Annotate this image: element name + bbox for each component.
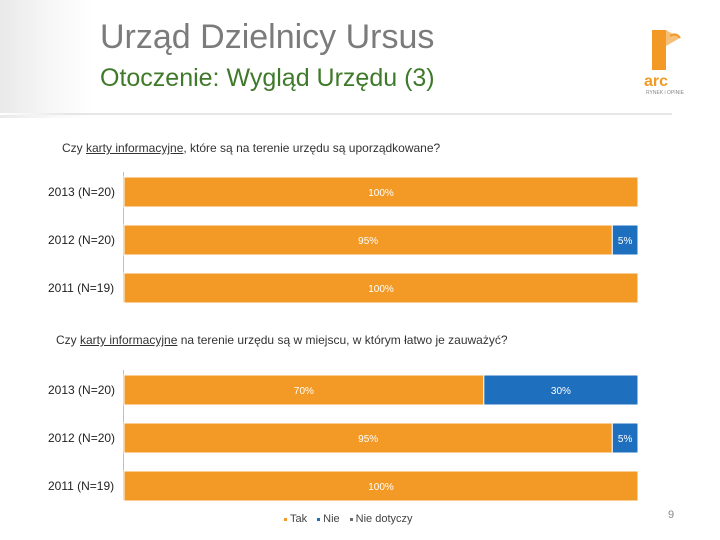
- logo-flag-shape: [666, 30, 680, 46]
- chart2-bar-nie: [611, 422, 639, 454]
- chart1-data-label: 95%: [358, 236, 378, 247]
- page-number: 9: [668, 509, 675, 521]
- legend-item-nie-dotyczy: Nie dotyczy: [349, 513, 413, 525]
- chart2-bar-tak: [123, 470, 639, 502]
- chart1-bar-tak: [123, 176, 639, 208]
- chart2-category-label: 2013 (N=20): [48, 383, 116, 397]
- chart1-bar-tak: [123, 224, 613, 256]
- chart1-data-label: 5%: [618, 236, 633, 247]
- legend-item-nie: Nie: [317, 513, 340, 525]
- chart2-bar-tak: [123, 422, 613, 454]
- chart2-data-label: 100%: [368, 482, 394, 493]
- chart1-data-label: 100%: [368, 188, 394, 199]
- chart1-bar-nie: [611, 224, 639, 256]
- legend-item-tak: Tak: [284, 513, 307, 525]
- question-2-underlined: karty informacyjne: [80, 333, 178, 347]
- logo-tower-shape: [652, 30, 666, 70]
- chart1-bar-tak: [123, 272, 639, 304]
- question-2: Czy karty informacyjne na terenie urzędu…: [56, 333, 508, 347]
- header-decoration: [0, 0, 92, 118]
- chart2-data-label: 95%: [358, 434, 378, 445]
- chart1-category-label: 2011 (N=19): [48, 281, 115, 295]
- legend-swatch-tak: [284, 517, 287, 521]
- legend: Tak Nie Nie dotyczy: [284, 513, 413, 525]
- chart2-data-label: 70%: [294, 386, 314, 397]
- logo-tagline: RYNEK i OPINIE: [646, 90, 685, 96]
- chart2-data-label: 5%: [618, 434, 633, 445]
- chart2-category-label: 2012 (N=20): [48, 431, 116, 445]
- chart1-data-label: 100%: [368, 284, 394, 295]
- question-1-underlined: karty informacyjne: [86, 141, 184, 155]
- chart2-bar-nie: [483, 374, 639, 406]
- chart2-bar-tak: [123, 374, 485, 406]
- legend-swatch-nie: [317, 517, 321, 521]
- legend-swatch-nie-dotyczy: [349, 517, 353, 521]
- logo-flame-shape: [669, 33, 681, 39]
- chart1-category-label: 2012 (N=20): [48, 233, 116, 247]
- logo-text: arc: [644, 73, 668, 90]
- chart1-category-label: 2013 (N=20): [48, 185, 116, 199]
- header-divider: [0, 113, 672, 115]
- page-title: Urząd Dzielnicy Ursus: [100, 18, 435, 56]
- page-subtitle: Otoczenie: Wygląd Urzędu (3): [100, 64, 435, 92]
- arc-logo: arc RYNEK i OPINIE: [644, 30, 685, 96]
- chart2-category-label: 2011 (N=19): [48, 479, 115, 493]
- chart2-data-label: 30%: [551, 386, 571, 397]
- question-1: Czy karty informacyjne, które są na tere…: [62, 141, 441, 155]
